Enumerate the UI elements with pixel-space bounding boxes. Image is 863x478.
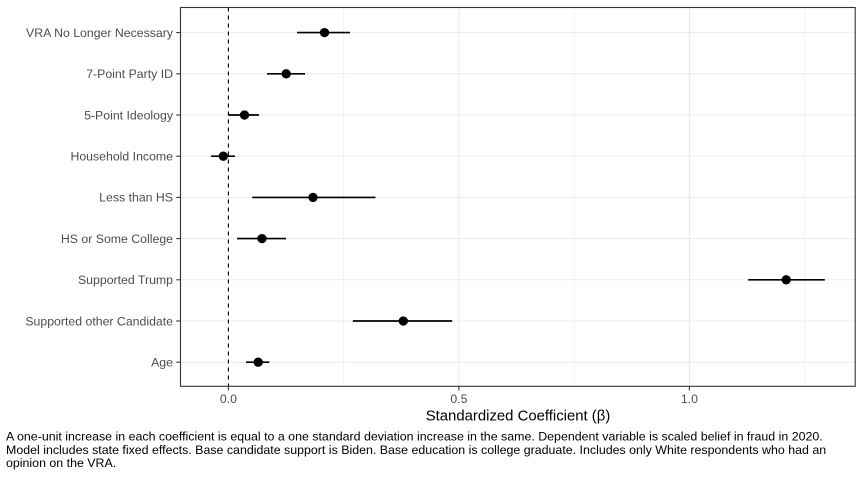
svg-text:HS or Some College: HS or Some College — [61, 232, 173, 246]
svg-text:Standardized Coefficient (β): Standardized Coefficient (β) — [426, 408, 611, 424]
svg-text:Less than HS: Less than HS — [99, 191, 173, 205]
svg-text:Age: Age — [151, 356, 173, 370]
svg-text:1.0: 1.0 — [681, 392, 698, 406]
svg-text:VRA No Longer Necessary: VRA No Longer Necessary — [26, 26, 174, 40]
svg-text:0.5: 0.5 — [450, 392, 467, 406]
svg-text:Supported other Candidate: Supported other Candidate — [25, 314, 173, 328]
svg-text:opinion on the VRA.: opinion on the VRA. — [6, 456, 116, 470]
svg-text:Model includes state fixed eff: Model includes state fixed effects. Base… — [6, 443, 826, 457]
svg-text:Supported Trump: Supported Trump — [78, 273, 173, 287]
svg-text:A one-unit increase in each co: A one-unit increase in each coefficient … — [6, 430, 823, 444]
svg-text:0.0: 0.0 — [220, 392, 237, 406]
svg-text:Household Income: Household Income — [70, 150, 173, 164]
svg-text:5-Point Ideology: 5-Point Ideology — [84, 108, 174, 122]
svg-text:7-Point Party ID: 7-Point Party ID — [86, 67, 173, 81]
